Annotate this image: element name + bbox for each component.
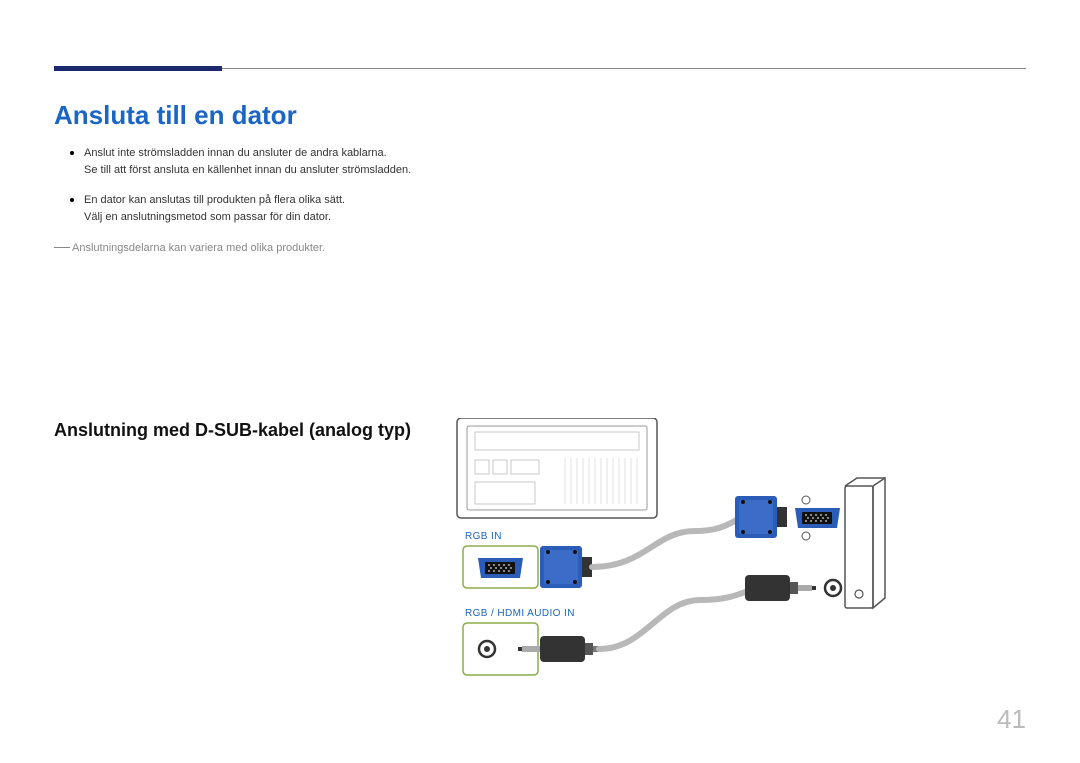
bullet-dot-icon bbox=[70, 198, 74, 202]
bullet-line: En dator kan anslutas till produkten på … bbox=[84, 194, 345, 206]
connection-diagram: RGB IN RGB / HDMI AUDIO IN bbox=[445, 418, 915, 698]
section-title: Anslutning med D-SUB-kabel (analog typ) bbox=[54, 420, 411, 441]
rgb-in-port-icon bbox=[463, 546, 538, 588]
audio-cable-icon bbox=[599, 588, 763, 649]
vga-cable-icon bbox=[592, 516, 750, 567]
vga-connector-left-icon bbox=[540, 546, 592, 588]
header-accent bbox=[54, 66, 222, 71]
audio-plug-left-icon bbox=[518, 636, 599, 662]
monitor-back-icon bbox=[457, 418, 657, 518]
bullet-text: Anslut inte strömsladden innan du anslut… bbox=[84, 145, 411, 178]
pc-audio-port-icon bbox=[825, 580, 841, 596]
footnote-text: Anslutningsdelarna kan variera med olika… bbox=[72, 242, 325, 254]
rgb-in-label: RGB IN bbox=[465, 531, 502, 542]
audio-plug-right-icon bbox=[745, 575, 816, 601]
bullet-dot-icon bbox=[70, 151, 74, 155]
bullet-line: Välj en anslutningsmetod som passar för … bbox=[84, 211, 331, 223]
dash-icon bbox=[54, 247, 70, 248]
pc-vga-port-icon bbox=[795, 496, 840, 540]
bullet-line: Anslut inte strömsladden innan du anslut… bbox=[84, 147, 387, 159]
bullet-line: Se till att först ansluta en källenhet i… bbox=[84, 164, 411, 176]
page-number: 41 bbox=[997, 704, 1026, 735]
vga-connector-right-icon bbox=[735, 496, 787, 538]
footnote: Anslutningsdelarna kan variera med olika… bbox=[54, 242, 325, 254]
audio-in-label: RGB / HDMI AUDIO IN bbox=[465, 608, 575, 619]
bullet-text: En dator kan anslutas till produkten på … bbox=[84, 192, 345, 225]
bullet-list: Anslut inte strömsladden innan du anslut… bbox=[70, 145, 630, 239]
pc-tower-icon bbox=[845, 478, 885, 608]
diagram-svg bbox=[445, 418, 915, 698]
list-item: En dator kan anslutas till produkten på … bbox=[70, 192, 630, 225]
page-title: Ansluta till en dator bbox=[54, 100, 297, 131]
list-item: Anslut inte strömsladden innan du anslut… bbox=[70, 145, 630, 178]
